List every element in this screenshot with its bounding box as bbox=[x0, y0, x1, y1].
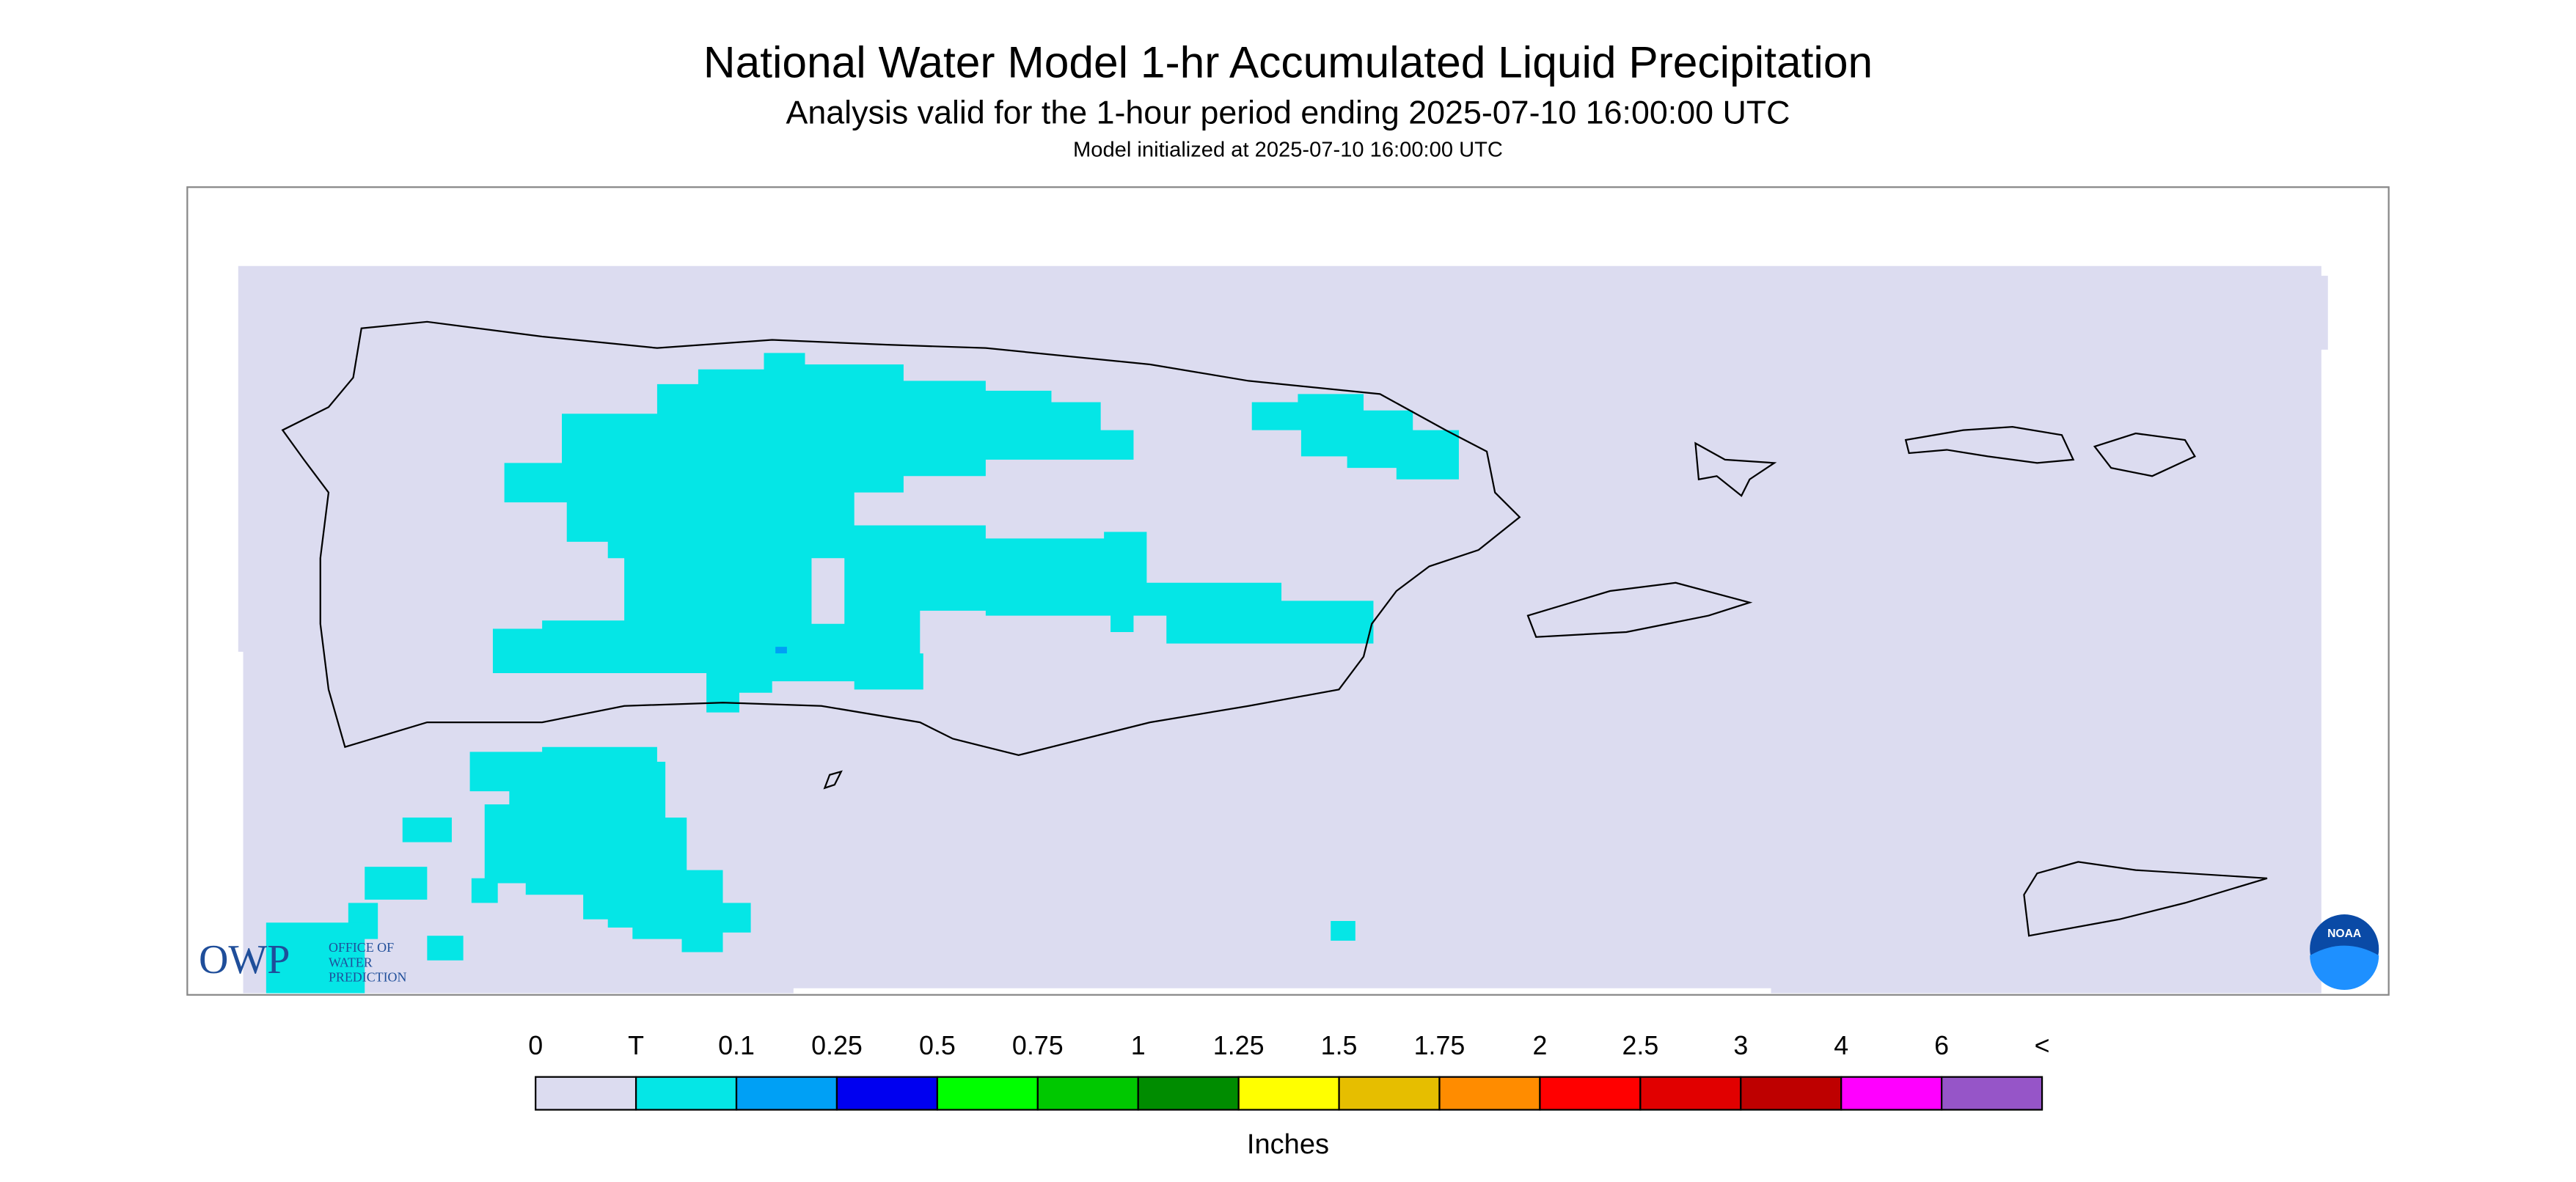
precip-area bbox=[775, 647, 787, 654]
title: National Water Model 1-hr Accumulated Li… bbox=[703, 37, 1873, 87]
precip-area bbox=[427, 936, 464, 961]
subtitle: Analysis valid for the 1-hour period end… bbox=[786, 95, 1790, 131]
precip-areas bbox=[266, 353, 1459, 994]
gap bbox=[811, 558, 845, 624]
noaa-logo: NOAA bbox=[2310, 914, 2379, 991]
legend-swatch bbox=[1338, 1076, 1441, 1111]
legend-label: 0 bbox=[528, 1031, 543, 1060]
legend-swatch bbox=[835, 1076, 938, 1111]
legend-label: 1.25 bbox=[1213, 1031, 1265, 1060]
legend-label: 0.1 bbox=[718, 1031, 755, 1060]
legend-label: 2 bbox=[1532, 1031, 1547, 1060]
legend-swatch bbox=[1137, 1076, 1240, 1111]
precip-area bbox=[469, 746, 751, 952]
coastline bbox=[281, 320, 1521, 757]
legend-label: 6 bbox=[1934, 1031, 1949, 1060]
legend-swatch bbox=[1237, 1076, 1340, 1111]
legend-swatch bbox=[1639, 1076, 1742, 1111]
legend-label: 3 bbox=[1733, 1031, 1748, 1060]
precip-area bbox=[1331, 921, 1355, 941]
init-note: Model initialized at 2025-07-10 16:00:00… bbox=[1073, 139, 1503, 162]
legend-swatch bbox=[936, 1076, 1039, 1111]
legend-swatch bbox=[1740, 1076, 1843, 1111]
coastlines bbox=[281, 320, 2268, 937]
coastline bbox=[2093, 432, 2196, 477]
legend-swatch bbox=[634, 1076, 738, 1111]
legend-label: 0.5 bbox=[919, 1031, 956, 1060]
precip-area bbox=[492, 353, 1374, 713]
coastline bbox=[823, 770, 843, 790]
owp-text: PREDICTION bbox=[329, 969, 407, 984]
legend-label: 2.5 bbox=[1622, 1031, 1658, 1060]
coastline bbox=[1694, 441, 1777, 497]
coastline bbox=[1526, 581, 1753, 638]
legend: 0 T 0.1 0.25 0.5 0.75 1 1.25 1.5 1.75 2 2.5 3 4 6 < bbox=[528, 1031, 2050, 1111]
legend-swatch bbox=[735, 1076, 838, 1111]
owp-text: OFFICE OF bbox=[329, 940, 394, 955]
owp-mark: OWP bbox=[199, 937, 290, 983]
coastline bbox=[2023, 861, 2268, 937]
legend-label: 4 bbox=[1834, 1031, 1848, 1060]
legend-swatch bbox=[1941, 1076, 2043, 1111]
legend-swatch bbox=[1438, 1076, 1541, 1111]
coastline bbox=[1904, 425, 2075, 464]
legend-label: 1.75 bbox=[1414, 1031, 1466, 1060]
precip-area bbox=[266, 922, 365, 994]
legend-swatch bbox=[1840, 1076, 1943, 1111]
precip-area bbox=[402, 817, 452, 843]
precip-area bbox=[1251, 394, 1459, 480]
legend-label: 1 bbox=[1131, 1031, 1146, 1060]
legend-label: 0.25 bbox=[811, 1031, 863, 1060]
legend-label: < bbox=[2035, 1031, 2050, 1060]
precip-area bbox=[365, 867, 428, 900]
legend-swatch bbox=[1539, 1076, 1642, 1111]
noaa-text: NOAA bbox=[2327, 928, 2361, 940]
legend-label: T bbox=[628, 1031, 644, 1060]
legend-label: 0.75 bbox=[1012, 1031, 1064, 1060]
legend-swatch bbox=[1036, 1076, 1139, 1111]
legend-label: 1.5 bbox=[1321, 1031, 1358, 1060]
legend-swatch bbox=[535, 1076, 637, 1111]
legend-unit: Inches bbox=[1247, 1129, 1329, 1160]
owp-text: WATER bbox=[329, 955, 373, 969]
noaa-wave bbox=[2310, 945, 2379, 991]
